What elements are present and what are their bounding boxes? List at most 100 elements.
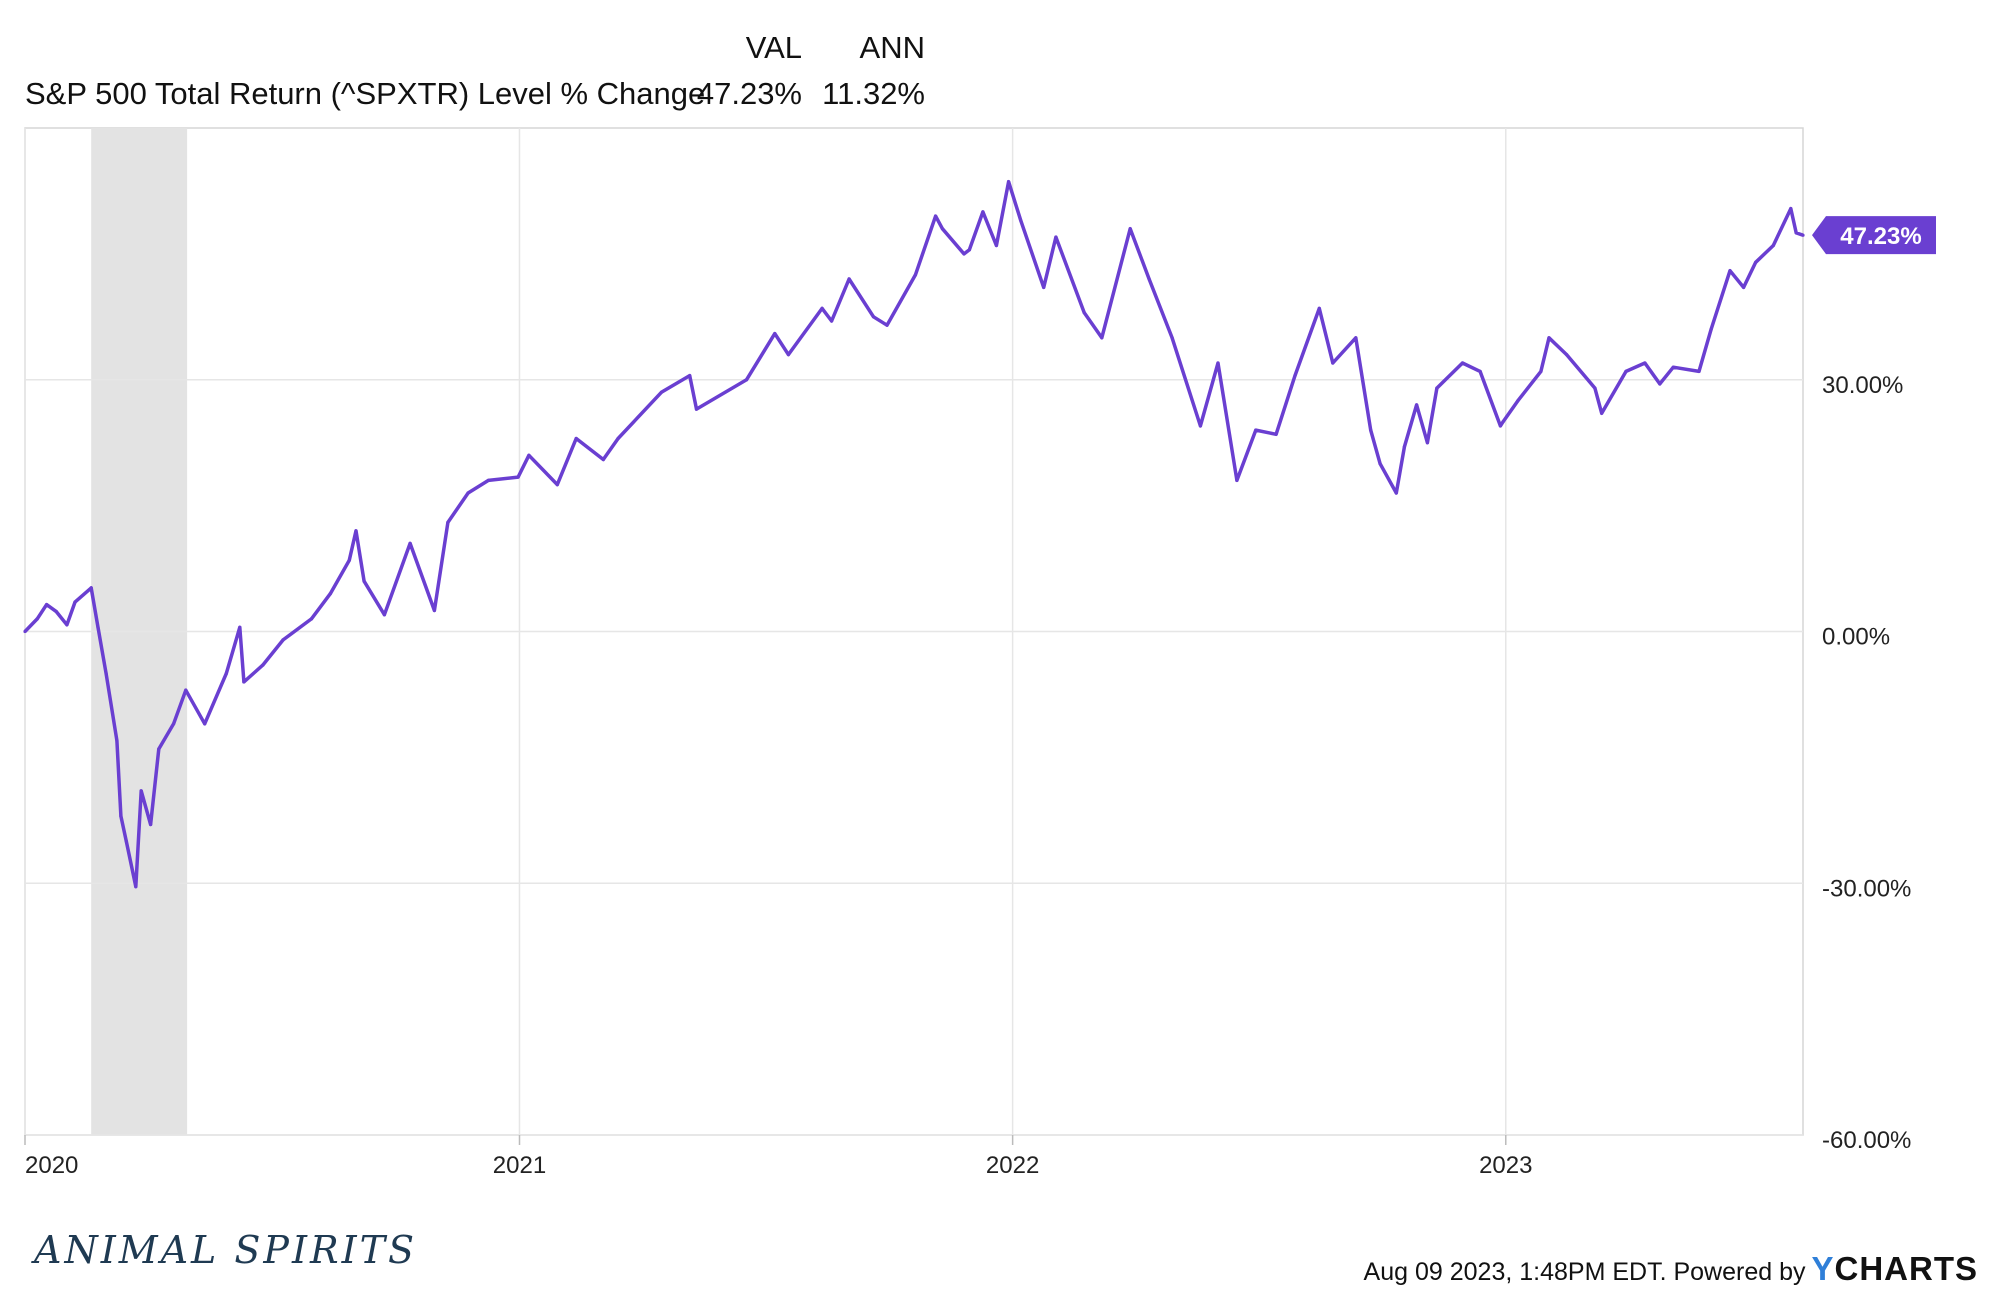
data-point (1539, 369, 1543, 373)
data-point (1369, 428, 1373, 432)
data-point (1082, 311, 1086, 315)
y-tick-label: 0.00% (1822, 624, 1890, 651)
data-point (1547, 336, 1551, 340)
data-point (261, 663, 265, 667)
data-point (962, 252, 966, 256)
data-point (688, 374, 692, 378)
data-point (139, 789, 143, 793)
footer-timestamp: Aug 09 2023, 1:48PM EDT. Powered by (1363, 1258, 1806, 1286)
ann-value: 11.32% (822, 76, 925, 111)
x-tick-label: 2020 (25, 1152, 78, 1179)
data-point (744, 378, 749, 382)
data-point (934, 214, 938, 218)
data-point (354, 529, 358, 533)
data-point (1293, 374, 1297, 378)
data-point (89, 586, 93, 590)
data-point (1235, 478, 1239, 482)
data-point (54, 609, 58, 614)
data-point (1254, 428, 1258, 432)
data-point (134, 885, 138, 889)
val-column-header: VAL (745, 30, 802, 65)
data-point (96, 625, 100, 629)
data-point (1054, 235, 1058, 239)
end-value-tag (1812, 216, 1936, 255)
data-point (1378, 462, 1382, 466)
ycharts-logo[interactable]: YCHARTS (1811, 1250, 1978, 1287)
data-point (527, 453, 531, 457)
data-point (1170, 336, 1174, 340)
data-point (820, 306, 824, 310)
data-point (1593, 386, 1597, 390)
data-point (1498, 424, 1502, 428)
y-tick-label: -30.00% (1822, 875, 1911, 902)
data-point (1402, 445, 1406, 449)
data-point (23, 629, 27, 634)
data-point (1274, 432, 1278, 436)
data-point (1425, 441, 1429, 445)
x-tick-label: 2021 (493, 1152, 546, 1179)
data-point (847, 277, 851, 281)
animal-spirits-logo: ANIMAL SPIRITS (34, 1228, 417, 1272)
data-point (694, 407, 699, 411)
data-point (466, 491, 470, 495)
data-point (1742, 285, 1746, 289)
x-tick-label: 2023 (1479, 1152, 1532, 1179)
end-value-label: 47.23% (1840, 223, 1921, 250)
data-point (1007, 180, 1011, 184)
data-point (1216, 361, 1220, 365)
data-point (242, 680, 246, 684)
footer-credit: Aug 09 2023, 1:48PM EDT. Powered by YCHAR… (1364, 1250, 1978, 1288)
data-point (362, 579, 366, 583)
data-point (238, 625, 242, 629)
data-point (773, 332, 777, 336)
x-tick-label: 2022 (986, 1152, 1039, 1179)
data-point (1624, 369, 1628, 373)
data-point (885, 323, 889, 327)
series-line (23, 179, 1804, 889)
series-name-label: S&P 500 Total Return (^SPXTR) Level % Ch… (25, 76, 706, 111)
data-point (1317, 306, 1321, 310)
data-point (574, 436, 578, 441)
data-point (1794, 231, 1798, 235)
data-point (408, 541, 412, 546)
data-point (1042, 285, 1046, 289)
data-point (913, 273, 918, 277)
data-point (1198, 424, 1202, 428)
data-point (1415, 403, 1419, 407)
data-point (871, 315, 876, 319)
data-point (1460, 361, 1465, 365)
val-value: 47.23% (696, 76, 802, 111)
data-point (486, 478, 490, 482)
data-point (382, 613, 386, 617)
data-point (1697, 369, 1701, 373)
data-point (1501, 420, 1505, 424)
data-point (1516, 399, 1520, 403)
data-point (659, 390, 664, 394)
data-point (119, 814, 123, 818)
data-point (203, 722, 207, 726)
y-tick-label: -60.00% (1822, 1127, 1911, 1154)
data-point (1709, 327, 1713, 331)
data-point (1671, 365, 1675, 369)
data-point (45, 603, 49, 607)
data-point (967, 248, 972, 252)
data-point (830, 319, 834, 323)
data-point (432, 608, 436, 613)
data-point (115, 739, 119, 743)
data-point (981, 210, 985, 214)
data-point (1789, 207, 1793, 211)
data-point (157, 747, 161, 751)
data-point (35, 617, 39, 621)
data-point (149, 822, 153, 827)
data-point (184, 688, 188, 692)
data-point (1565, 353, 1569, 357)
data-point (616, 436, 620, 441)
data-point (1100, 336, 1104, 340)
data-point (601, 457, 605, 462)
data-point (328, 592, 332, 596)
data-point (124, 839, 128, 843)
data-point (994, 243, 999, 248)
data-point (73, 600, 77, 604)
data-point (1754, 260, 1758, 264)
data-point (1801, 233, 1805, 237)
